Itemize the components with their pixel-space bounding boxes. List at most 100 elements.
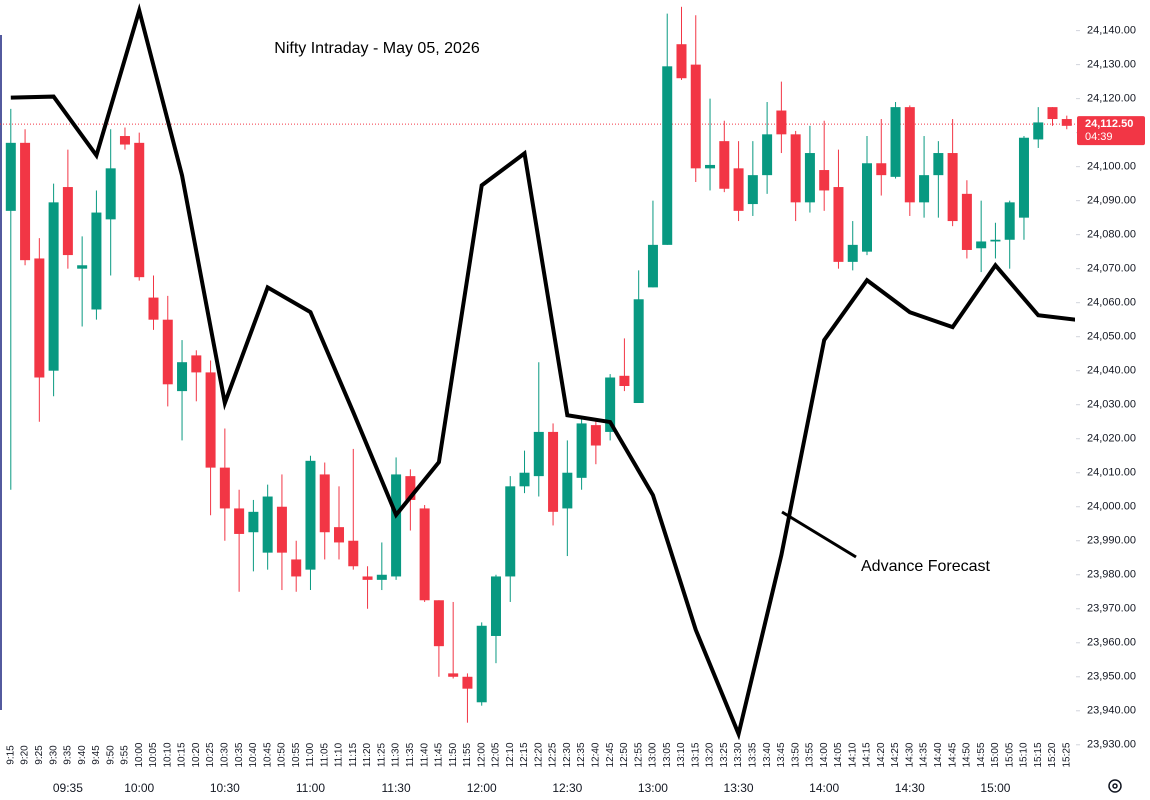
x-tick-label: 9:15	[5, 745, 16, 765]
x-major-label: 10:30	[210, 781, 240, 795]
candle-body	[376, 574, 387, 580]
candle-body	[505, 486, 516, 577]
x-tick-label: 15:00	[990, 742, 1001, 767]
candle-body	[933, 153, 944, 176]
x-tick-label: 10:15	[177, 742, 188, 767]
x-tick-label: 14:25	[890, 742, 901, 767]
x-tick-label: 13:35	[747, 742, 758, 767]
candle-body	[119, 136, 130, 145]
candle-body	[105, 168, 116, 220]
x-tick-label: 12:05	[491, 742, 502, 767]
y-tick-label: 24,120.00	[1087, 93, 1136, 105]
x-tick-label: 10:45	[262, 742, 273, 767]
candle-body	[391, 474, 402, 577]
x-tick-label: 10:30	[219, 742, 230, 767]
x-tick-label: 9:45	[91, 745, 102, 765]
x-tick-label: 14:20	[876, 742, 887, 767]
candle-body	[548, 431, 559, 512]
chart-title: Nifty Intraday - May 05, 2026	[274, 40, 480, 57]
x-tick-label: 14:50	[962, 742, 973, 767]
candle-body	[348, 540, 359, 567]
x-tick-label: 15:25	[1061, 742, 1072, 767]
x-major-label: 14:00	[809, 781, 839, 795]
x-tick-label: 11:25	[376, 742, 387, 767]
x-tick-label: 13:20	[705, 742, 716, 767]
candle-body	[705, 164, 716, 169]
y-tick-label: 24,080.00	[1087, 229, 1136, 241]
candle-body	[533, 431, 544, 477]
candle-body	[476, 625, 487, 703]
candle-body	[177, 362, 188, 392]
x-tick-label: 9:30	[48, 745, 59, 765]
x-tick-label: 14:45	[947, 742, 958, 767]
x-tick-label: 13:50	[790, 742, 801, 767]
y-tick-label: 24,030.00	[1087, 399, 1136, 411]
x-tick-label: 14:55	[976, 742, 987, 767]
candle-body	[1018, 137, 1029, 218]
x-tick-label: 15:10	[1019, 742, 1030, 767]
x-tick-label: 14:00	[819, 742, 830, 767]
candle-body	[462, 676, 473, 689]
forecast-line	[10, 3, 1075, 740]
x-tick-label: 12:55	[633, 742, 644, 767]
x-tick-label: 11:30	[391, 742, 402, 767]
candle-body	[91, 212, 102, 310]
candle-body	[876, 163, 887, 176]
x-major-label: 12:00	[467, 781, 497, 795]
x-tick-label: 11:05	[319, 742, 330, 767]
x-tick-label: 15:20	[1047, 742, 1058, 767]
x-major-label: 10:00	[124, 781, 154, 795]
candle-body	[219, 467, 230, 509]
candle-body	[362, 576, 373, 580]
x-tick-label: 10:10	[162, 742, 173, 767]
y-tick-label: 23,980.00	[1087, 569, 1136, 581]
candle-body	[919, 175, 930, 203]
x-tick-label: 12:45	[605, 742, 616, 767]
candle-body	[77, 265, 88, 269]
settings-icon[interactable]	[1108, 779, 1122, 793]
x-tick-label: 9:20	[20, 745, 31, 765]
x-tick-label: 10:25	[205, 742, 216, 767]
candle-body	[947, 153, 958, 222]
x-tick-label: 14:40	[933, 742, 944, 767]
candle-body	[619, 375, 630, 387]
x-major-label: 12:30	[552, 781, 582, 795]
x-tick-label: 11:45	[434, 742, 445, 767]
candle-body	[148, 297, 159, 320]
candle-body	[191, 355, 202, 373]
x-tick-label: 13:15	[690, 742, 701, 767]
x-tick-label: 12:20	[533, 742, 544, 767]
y-tick-label: 24,140.00	[1087, 25, 1136, 37]
x-tick-label: 15:05	[1004, 742, 1015, 767]
candle-body	[890, 107, 901, 177]
x-tick-label: 12:35	[576, 742, 587, 767]
x-tick-label: 10:50	[277, 742, 288, 767]
candle-body	[562, 472, 573, 509]
x-tick-label: 13:55	[805, 742, 816, 767]
y-tick-label: 24,050.00	[1087, 331, 1136, 343]
candle-body	[776, 110, 787, 135]
y-tick-label: 24,010.00	[1087, 467, 1136, 479]
x-tick-label: 11:55	[462, 742, 473, 767]
candle-body	[448, 673, 459, 677]
x-tick-label: 9:25	[34, 745, 45, 765]
candle-body	[819, 170, 830, 191]
x-tick-label: 12:00	[476, 742, 487, 767]
x-tick-label: 12:25	[548, 742, 559, 767]
x-tick-label: 12:10	[505, 742, 516, 767]
x-tick-label: 14:10	[847, 742, 858, 767]
y-tick-label: 24,000.00	[1087, 501, 1136, 513]
x-major-label: 09:35	[53, 781, 83, 795]
candle-body	[747, 175, 758, 205]
candle-body	[319, 474, 330, 533]
candle-body	[62, 187, 73, 256]
candle-body	[676, 44, 687, 79]
candle-body	[733, 168, 744, 211]
y-tick-label: 24,020.00	[1087, 433, 1136, 445]
candle-body	[276, 506, 287, 553]
candle-body	[633, 299, 644, 404]
candle-body	[262, 496, 273, 553]
x-tick-label: 12:30	[562, 742, 573, 767]
